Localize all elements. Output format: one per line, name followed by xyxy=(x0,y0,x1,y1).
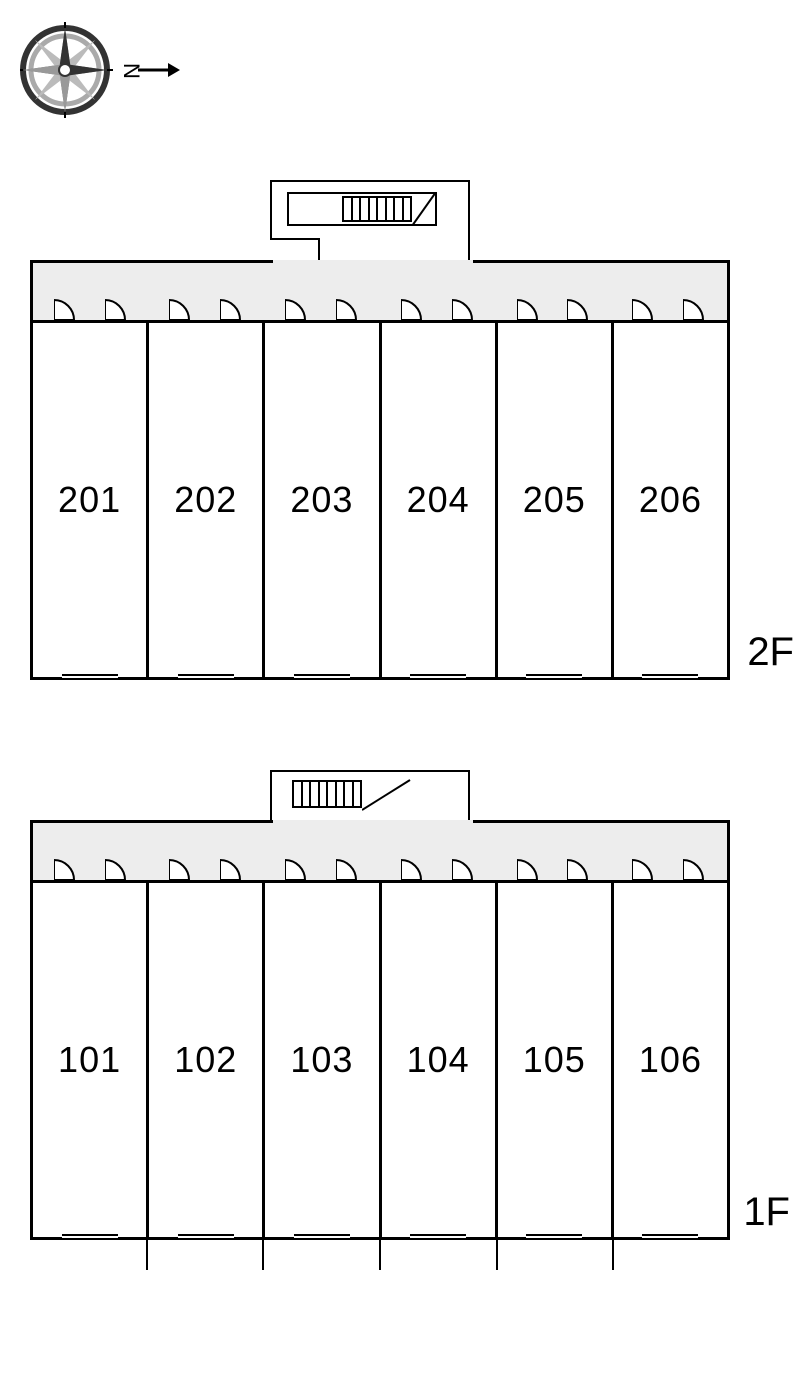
unit-label: 102 xyxy=(174,1039,237,1081)
compass-rose: N xyxy=(20,15,180,130)
door-swing-icon xyxy=(169,298,191,320)
floor-block-1F: 101 102 103 104 105 106 xyxy=(30,770,730,1240)
door-swing-icon xyxy=(401,298,423,320)
door-swing-icon xyxy=(683,858,705,880)
door-swing-icon xyxy=(452,858,474,880)
unit-label: 103 xyxy=(290,1039,353,1081)
stair-enclosure xyxy=(270,180,470,260)
stair-icon xyxy=(342,196,412,222)
unit-label: 106 xyxy=(639,1039,702,1081)
window-mark xyxy=(526,1234,582,1240)
corridor xyxy=(30,820,730,880)
door-swing-icon xyxy=(220,858,242,880)
unit-105: 105 xyxy=(498,883,614,1237)
door-swing-icon xyxy=(169,858,191,880)
corridor xyxy=(30,260,730,320)
window-mark xyxy=(178,1234,234,1240)
unit-label: 105 xyxy=(523,1039,586,1081)
unit-label: 203 xyxy=(290,479,353,521)
door-swing-icon xyxy=(285,858,307,880)
unit-label: 204 xyxy=(407,479,470,521)
door-swing-icon xyxy=(105,298,127,320)
window-mark xyxy=(526,674,582,680)
door-swing-icon xyxy=(336,858,358,880)
unit-label: 104 xyxy=(407,1039,470,1081)
stair-enclosure xyxy=(270,770,470,820)
door-swing-icon xyxy=(54,298,76,320)
units-row: 201 202 203 204 205 206 xyxy=(30,320,730,680)
door-swing-icon xyxy=(567,858,589,880)
door-swing-icon xyxy=(54,858,76,880)
window-mark xyxy=(178,674,234,680)
ground-tick xyxy=(262,1240,264,1270)
door-swing-icon xyxy=(452,298,474,320)
door-swing-icon xyxy=(285,298,307,320)
unit-201: 201 xyxy=(33,323,149,677)
unit-206: 206 xyxy=(614,323,727,677)
window-mark xyxy=(642,674,698,680)
unit-101: 101 xyxy=(33,883,149,1237)
door-swing-icon xyxy=(632,858,654,880)
unit-103: 103 xyxy=(265,883,381,1237)
unit-203: 203 xyxy=(265,323,381,677)
door-swing-icon xyxy=(632,298,654,320)
ground-tick xyxy=(379,1240,381,1270)
unit-204: 204 xyxy=(382,323,498,677)
door-swing-icon xyxy=(336,298,358,320)
ground-tick xyxy=(146,1240,148,1270)
window-mark xyxy=(62,674,118,680)
door-swing-icon xyxy=(517,858,539,880)
window-mark xyxy=(62,1234,118,1240)
ground-tick xyxy=(496,1240,498,1270)
door-swing-icon xyxy=(567,298,589,320)
unit-102: 102 xyxy=(149,883,265,1237)
window-mark xyxy=(294,674,350,680)
floor-block-2F: 201 202 203 204 205 206 xyxy=(30,180,730,680)
window-mark xyxy=(410,674,466,680)
ground-tick xyxy=(612,1240,614,1270)
window-mark xyxy=(642,1234,698,1240)
door-swing-icon xyxy=(683,298,705,320)
door-swing-icon xyxy=(220,298,242,320)
unit-label: 101 xyxy=(58,1039,121,1081)
window-mark xyxy=(410,1234,466,1240)
unit-label: 202 xyxy=(174,479,237,521)
units-row: 101 102 103 104 105 106 xyxy=(30,880,730,1240)
stair-icon xyxy=(292,780,362,808)
floor-label-2F: 2F xyxy=(747,630,794,675)
door-swing-icon xyxy=(517,298,539,320)
unit-106: 106 xyxy=(614,883,727,1237)
unit-202: 202 xyxy=(149,323,265,677)
window-mark xyxy=(294,1234,350,1240)
unit-205: 205 xyxy=(498,323,614,677)
door-swing-icon xyxy=(105,858,127,880)
unit-label: 201 xyxy=(58,479,121,521)
door-swing-icon xyxy=(401,858,423,880)
unit-label: 205 xyxy=(523,479,586,521)
unit-104: 104 xyxy=(382,883,498,1237)
unit-label: 206 xyxy=(639,479,702,521)
floor-label-1F: 1F xyxy=(743,1190,790,1235)
compass-icon: N xyxy=(20,15,180,125)
